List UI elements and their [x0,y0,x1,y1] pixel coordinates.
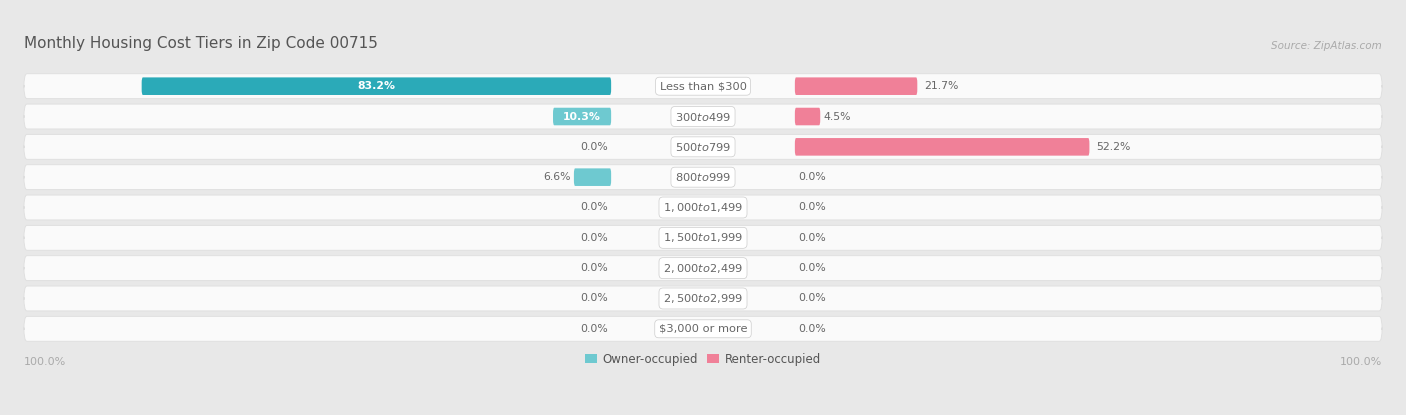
Text: 100.0%: 100.0% [24,357,66,367]
Text: 0.0%: 0.0% [799,172,825,182]
Text: 52.2%: 52.2% [1095,142,1130,152]
Text: 0.0%: 0.0% [581,324,607,334]
FancyBboxPatch shape [794,138,1090,156]
Text: 0.0%: 0.0% [581,263,607,273]
Text: 0.0%: 0.0% [799,324,825,334]
FancyBboxPatch shape [24,104,1382,129]
Text: Monthly Housing Cost Tiers in Zip Code 00715: Monthly Housing Cost Tiers in Zip Code 0… [24,37,378,51]
FancyBboxPatch shape [24,316,1382,341]
Text: $3,000 or more: $3,000 or more [659,324,747,334]
Text: $800 to $999: $800 to $999 [675,171,731,183]
Text: $2,000 to $2,499: $2,000 to $2,499 [664,261,742,275]
Text: $300 to $499: $300 to $499 [675,110,731,122]
Text: $2,500 to $2,999: $2,500 to $2,999 [664,292,742,305]
FancyBboxPatch shape [24,134,1382,159]
Text: 0.0%: 0.0% [799,293,825,303]
Text: 0.0%: 0.0% [581,293,607,303]
Legend: Owner-occupied, Renter-occupied: Owner-occupied, Renter-occupied [585,353,821,366]
FancyBboxPatch shape [553,108,612,125]
Text: 21.7%: 21.7% [924,81,959,91]
Text: 0.0%: 0.0% [581,233,607,243]
Text: 0.0%: 0.0% [799,233,825,243]
FancyBboxPatch shape [24,74,1382,99]
FancyBboxPatch shape [142,77,612,95]
FancyBboxPatch shape [574,168,612,186]
FancyBboxPatch shape [794,108,820,125]
Text: 10.3%: 10.3% [564,112,600,122]
Text: $1,000 to $1,499: $1,000 to $1,499 [664,201,742,214]
FancyBboxPatch shape [24,165,1382,190]
Text: 0.0%: 0.0% [581,142,607,152]
Text: Less than $300: Less than $300 [659,81,747,91]
Text: 83.2%: 83.2% [357,81,395,91]
FancyBboxPatch shape [24,195,1382,220]
FancyBboxPatch shape [24,286,1382,311]
Text: 100.0%: 100.0% [1340,357,1382,367]
Text: 0.0%: 0.0% [799,263,825,273]
FancyBboxPatch shape [24,256,1382,281]
Text: 0.0%: 0.0% [581,203,607,212]
Text: Source: ZipAtlas.com: Source: ZipAtlas.com [1271,42,1382,51]
Text: 0.0%: 0.0% [799,203,825,212]
Text: $1,500 to $1,999: $1,500 to $1,999 [664,231,742,244]
Text: 6.6%: 6.6% [543,172,571,182]
FancyBboxPatch shape [24,225,1382,250]
Text: 4.5%: 4.5% [824,112,851,122]
FancyBboxPatch shape [794,77,917,95]
Text: $500 to $799: $500 to $799 [675,141,731,153]
